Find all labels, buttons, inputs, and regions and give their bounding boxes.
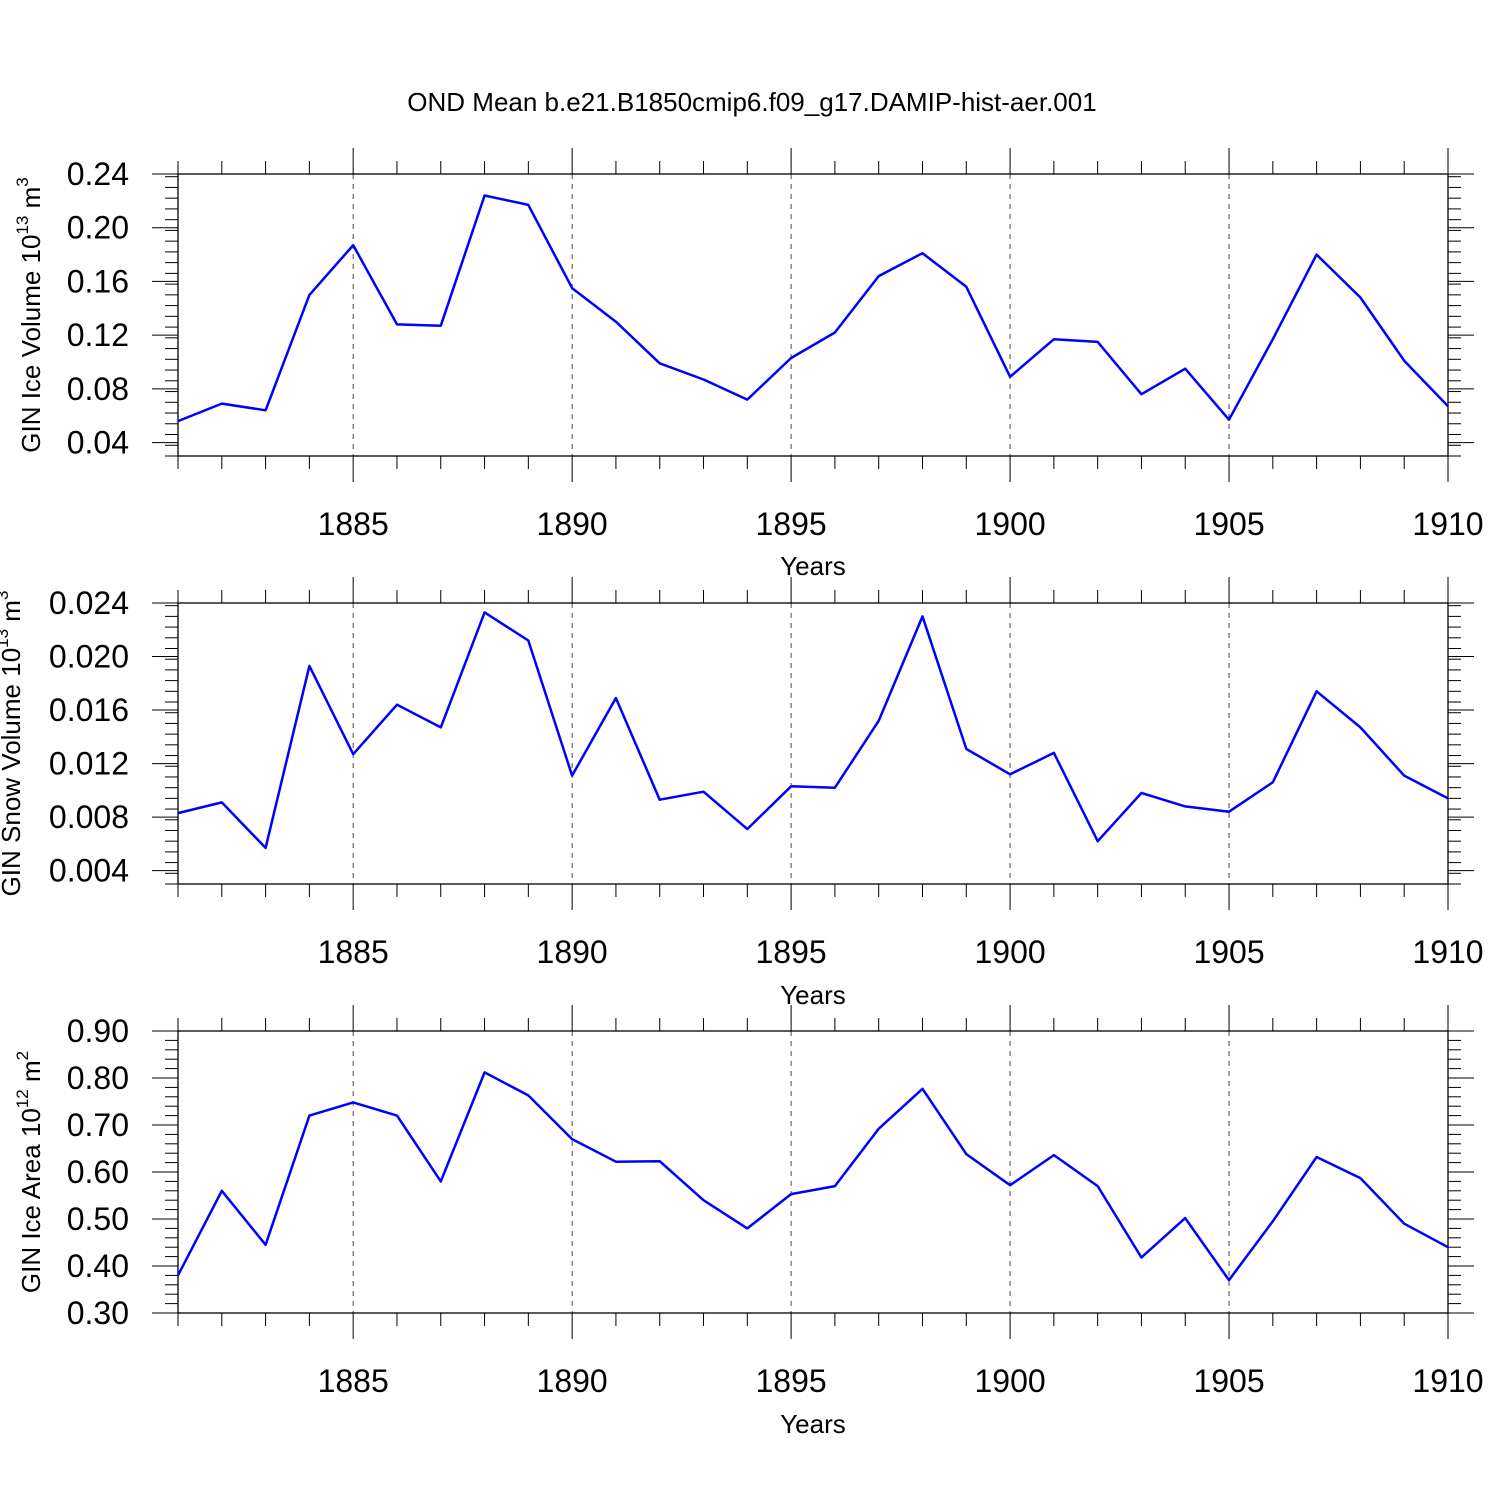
- y-tick-label: 0.70: [67, 1107, 129, 1143]
- x-axis-label: Years: [780, 551, 846, 581]
- y-tick-label: 0.40: [67, 1248, 129, 1284]
- y-tick-label: 0.90: [67, 1013, 129, 1049]
- x-tick-label: 1905: [1193, 934, 1264, 970]
- x-axis-label: Years: [780, 1409, 846, 1439]
- x-tick-label: 1900: [974, 934, 1045, 970]
- figure-title: OND Mean b.e21.B1850cmip6.f09_g17.DAMIP-…: [407, 87, 1096, 117]
- x-tick-label: 1910: [1412, 1363, 1483, 1399]
- y-tick-label: 0.008: [49, 799, 129, 835]
- x-tick-label: 1895: [756, 934, 827, 970]
- y-tick-label: 0.04: [67, 425, 129, 461]
- series-line: [177, 194, 1449, 423]
- plot-frame: [177, 1030, 1449, 1314]
- y-tick-label: 0.60: [67, 1154, 129, 1190]
- y-tick-label: 0.08: [67, 371, 129, 407]
- y-tick-label: 0.020: [49, 639, 129, 675]
- ylabel-ice-area: GIN Ice Area 1012 m2: [13, 1051, 46, 1293]
- ylabel-snow-volume: GIN Snow Volume 1013 m3: [0, 591, 26, 897]
- x-tick-label: 1905: [1193, 506, 1264, 542]
- y-tick-label: 0.016: [49, 692, 129, 728]
- series-line: [176, 1071, 1449, 1282]
- plot-frame: [177, 173, 1449, 457]
- x-tick-label: 1890: [537, 506, 608, 542]
- panel-snow-volume: GIN Snow Volume 1013 m3 1885 1890 1895 1900…: [0, 577, 1484, 1010]
- series-line: [177, 611, 1449, 850]
- y-tick-label: 0.012: [49, 746, 129, 782]
- x-tick-label: 1900: [974, 506, 1045, 542]
- panel-ice-area: GIN Ice Area 1012 m2 1885 1890 1895 1900 190…: [13, 1005, 1484, 1439]
- x-tick-label: 1910: [1412, 506, 1483, 542]
- x-tick-label: 1905: [1193, 1363, 1264, 1399]
- y-tick-label: 0.024: [49, 585, 129, 621]
- x-tick-label: 1885: [318, 1363, 389, 1399]
- x-tick-label: 1890: [537, 1363, 608, 1399]
- y-tick-label: 0.24: [67, 156, 129, 192]
- x-tick-label: 1900: [974, 1363, 1045, 1399]
- y-tick-label: 0.16: [67, 263, 129, 299]
- x-tick-label: 1910: [1412, 934, 1483, 970]
- y-tick-label: 0.20: [67, 210, 129, 246]
- x-axis-label: Years: [780, 980, 846, 1010]
- y-tick-label: 0.004: [49, 853, 129, 889]
- ylabel-ice-volume: GIN Ice Volume 1013 m3: [13, 177, 46, 453]
- x-tick-label: 1890: [537, 934, 608, 970]
- x-tick-label: 1895: [756, 506, 827, 542]
- x-tick-label: 1895: [756, 1363, 827, 1399]
- panel-ice-volume: GIN Ice Volume 1013 m3 1885 1890 1895 1900 1…: [13, 148, 1484, 581]
- y-tick-label: 0.12: [67, 317, 129, 353]
- x-tick-label: 1885: [318, 506, 389, 542]
- y-tick-label: 0.80: [67, 1060, 129, 1096]
- y-tick-label: 0.50: [67, 1201, 129, 1237]
- x-tick-label: 1885: [318, 934, 389, 970]
- plot-frame: [177, 602, 1449, 885]
- y-tick-label: 0.30: [67, 1295, 129, 1331]
